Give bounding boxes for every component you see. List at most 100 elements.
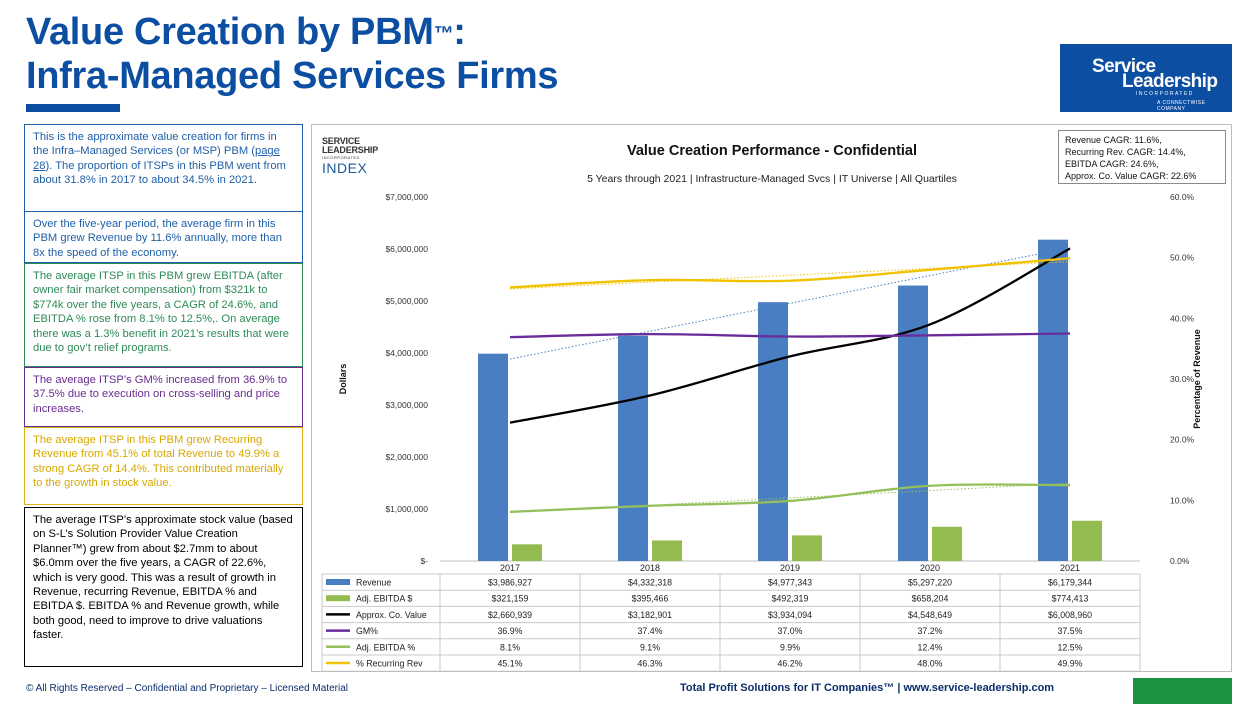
note-ebitda-text: The average ITSP in this PBM grew EBITDA… [33,270,290,355]
revenue-bar [758,302,788,561]
data-table-cell: 46.3% [638,659,663,669]
y2-tick-label: 20.0% [1170,435,1195,445]
service-leadership-logo: Service Leadership INCORPORATED A CONNEC… [1060,44,1232,112]
page-title: Value Creation by PBM™: Infra-Managed Se… [26,10,786,98]
revenue-trendline [509,247,1071,360]
legend-key [326,595,350,602]
data-table-cell: $4,977,343 [768,578,812,588]
y2-tick-label: 0.0% [1170,556,1190,566]
y2-tick-label: 60.0% [1170,192,1195,202]
data-table-cell: 9.9% [780,642,800,652]
data-table-cell: $4,332,318 [628,578,672,588]
category-label: 2021 [1060,563,1080,573]
footer-tagline: Total Profit Solutions for IT Companies™… [680,682,1055,694]
note-overview-text-end: ). The proportion of ITSPs in this PBM w… [33,159,286,187]
ebitda-bar [652,540,682,561]
ebitda-bar [792,535,822,561]
note-box-gm: The average ITSP’s GM% increased from 36… [24,367,303,427]
y-tick-label: $- [420,556,428,566]
data-table-cell: 36.9% [498,626,523,636]
trademark-symbol: ™ [433,23,454,45]
note-box-recurring: The average ITSP in this PBM grew Recurr… [24,427,303,505]
chart-plot: $- $1,000,000 $2,000,000 $3,000,000 $4,000,0… [321,192,1202,671]
data-table-cell: $6,179,344 [1048,578,1092,588]
index-logo-leadership: LEADERSHIP [322,145,379,155]
y2-tick-label: 40.0% [1170,313,1195,323]
y-tick-label: $7,000,000 [385,192,428,202]
data-table-cell: $3,986,927 [488,578,532,588]
title-line-2: Infra-Managed Services Firms [26,55,559,97]
chart-subtitle: 5 Years through 2021 | Infrastructure-Ma… [587,173,957,185]
note-box-overview: This is the approximate value creation f… [24,124,303,212]
data-table-cell: 48.0% [918,659,943,669]
data-table-cell: $4,548,649 [908,610,952,620]
chart-title: Value Creation Performance - Confidentia… [626,143,918,159]
chart-frame: SERVICE LEADERSHIP INCORPORATED INDEX Va… [311,124,1232,672]
logo-text-incorporated: INCORPORATED [1136,91,1194,97]
y-tick-label: $2,000,000 [385,452,428,462]
index-logo: SERVICE LEADERSHIP INCORPORATED INDEX [322,137,379,177]
page-28-link[interactable]: page 28 [33,145,280,172]
cagr-company-value: Approx. Co. Value CAGR: 22.6% [1065,171,1197,181]
logo-text-leadership: Leadership [1122,71,1218,92]
title-underline-bar [26,104,120,112]
commentary-panel: This is the approximate value creation f… [24,124,303,667]
y2-axis-title: Percentage of Revenue [1192,329,1202,429]
revenue-bar [478,353,508,561]
revenue-bar [1038,239,1068,561]
legend-key [326,579,350,585]
data-table-cell: $6,008,960 [1048,610,1092,620]
y-tick-label: $4,000,000 [385,348,428,358]
data-table-cell: 49.9% [1058,659,1083,669]
-recurring-rev-trendline [509,261,1071,290]
legend-label: GM% [356,626,378,636]
y2-tick-label: 10.0% [1170,495,1195,505]
cagr-ebitda: EBITDA CAGR: 24.6%, [1065,159,1159,169]
logo-text-connectwise: A CONNECTWISE COMPANY [1157,100,1206,112]
data-table-cell: $321,159 [492,594,529,604]
note-recurring-text: The average ITSP in this PBM grew Recurr… [33,434,284,490]
data-table-cell: $492,319 [772,594,809,604]
data-table-cell: $658,204 [912,594,949,604]
gm--line [509,332,1071,339]
note-gm-text: The average ITSP’s GM% increased from 36… [33,374,288,415]
data-table-cell: 37.5% [1058,626,1083,636]
title-colon: : [453,11,466,53]
y2-tick-label: 50.0% [1170,253,1195,263]
y-tick-label: $6,000,000 [385,244,428,254]
footer-green-bar [1133,678,1232,704]
legend-label: Approx. Co. Value [356,610,427,620]
note-box-stock-value: The average ITSP’s approximate stock val… [24,507,303,667]
ebitda-bar [512,544,542,561]
data-table-cell: $774,413 [1052,594,1089,604]
note-box-ebitda: The average ITSP in this PBM grew EBITDA… [24,263,303,367]
data-table-cell: $2,660,939 [488,610,532,620]
adj-ebitda--line [509,483,1071,514]
index-logo-index: INDEX [322,160,368,176]
data-table-cell: $3,182,901 [628,610,672,620]
y-tick-label: $1,000,000 [385,504,428,514]
ebitda-bar [1072,520,1102,561]
note-box-revenue: Over the five-year period, the average f… [24,211,303,263]
data-table-cell: 37.0% [778,626,803,636]
category-label: 2019 [780,563,800,573]
data-table-cell: $3,934,094 [768,610,812,620]
cagr-recurring: Recurring Rev. CAGR: 14.4%, [1065,147,1186,157]
y2-tick-label: 30.0% [1170,374,1195,384]
footer-copyright: © All Rights Reserved – Confidential and… [26,683,348,694]
ebitda-bar [932,526,962,561]
logo-text-service: Service [1092,56,1156,77]
note-overview-text: This is the approximate value creation f… [33,131,277,158]
legend-label: Revenue [356,578,391,588]
y-tick-label: $5,000,000 [385,296,428,306]
index-logo-incorporated: INCORPORATED [322,155,360,160]
data-table-cell: 9.1% [640,642,660,652]
legend-label: % Recurring Rev [356,659,423,669]
title-line-1: Value Creation by PBM [26,11,434,53]
category-label: 2017 [500,563,520,573]
category-label: 2018 [640,563,660,573]
legend-label: Adj. EBITDA % [356,642,415,652]
data-table-cell: 45.1% [498,659,523,669]
data-table-cell: 8.1% [500,642,520,652]
cagr-box: Revenue CAGR: 11.6%, Recurring Rev. CAGR… [1058,130,1226,184]
